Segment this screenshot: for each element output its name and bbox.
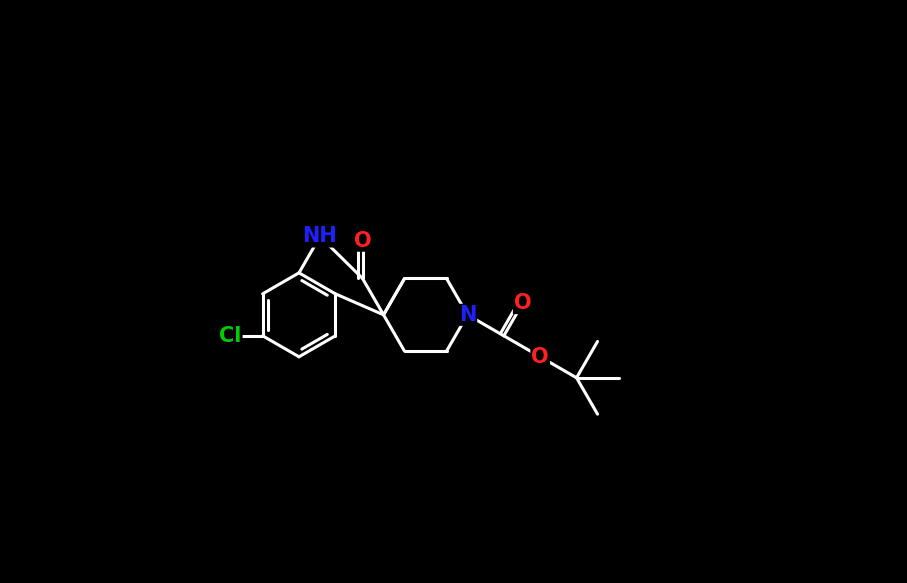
Text: O: O bbox=[532, 347, 549, 367]
Text: O: O bbox=[514, 293, 532, 313]
Text: NH: NH bbox=[303, 226, 337, 247]
Text: Cl: Cl bbox=[219, 326, 241, 346]
Text: N: N bbox=[459, 305, 476, 325]
Text: O: O bbox=[354, 231, 371, 251]
